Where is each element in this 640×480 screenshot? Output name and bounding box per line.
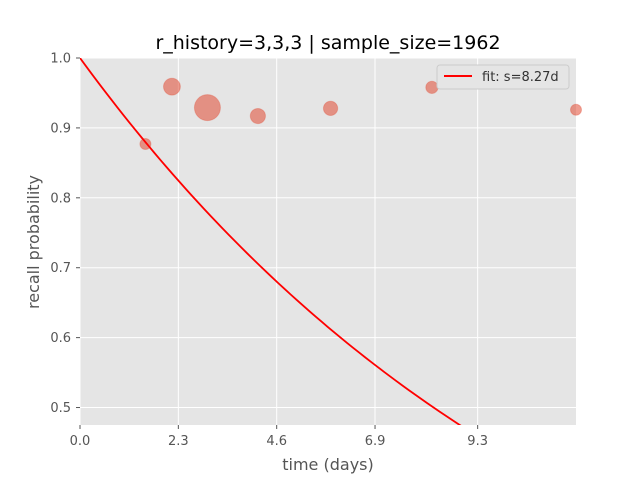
scatter-point bbox=[193, 94, 221, 122]
x-tick-label: 0.0 bbox=[70, 434, 91, 449]
fit-line bbox=[80, 58, 462, 425]
scatter-point bbox=[249, 107, 266, 125]
y-axis-label: recall probability bbox=[24, 175, 43, 309]
y-tick-label: 0.6 bbox=[50, 331, 71, 346]
scatter-point bbox=[322, 100, 339, 116]
y-tick-label: 0.9 bbox=[50, 121, 71, 136]
y-axis-ticks: 0.5 0.6 0.7 0.8 0.9 1.0 bbox=[50, 52, 80, 416]
scatter-point bbox=[425, 80, 439, 94]
x-tick-label: 9.3 bbox=[467, 434, 488, 449]
plot-background bbox=[80, 58, 576, 425]
y-tick-label: 0.5 bbox=[50, 401, 71, 416]
fit-line-group bbox=[80, 58, 462, 425]
y-tick-label: 1.0 bbox=[50, 52, 71, 67]
x-axis-label: time (days) bbox=[282, 455, 373, 474]
scatter-point bbox=[163, 77, 181, 96]
legend: fit: s=8.27d bbox=[436, 64, 570, 90]
x-tick-label: 6.9 bbox=[365, 434, 386, 449]
x-tick-label: 2.3 bbox=[168, 434, 189, 449]
legend-box bbox=[436, 64, 570, 90]
grid-lines bbox=[79, 57, 576, 425]
chart-title: r_history=3,3,3 | sample_size=1962 bbox=[155, 32, 500, 54]
y-tick-label: 0.7 bbox=[50, 261, 71, 276]
x-tick-label: 4.6 bbox=[266, 434, 287, 449]
scatter-point bbox=[569, 103, 583, 116]
scatter-points bbox=[139, 77, 583, 150]
legend-label-fit: fit: s=8.27d bbox=[482, 70, 559, 85]
x-axis-ticks: 0.0 2.3 4.6 6.9 9.3 bbox=[70, 425, 488, 449]
y-tick-label: 0.8 bbox=[50, 191, 71, 206]
